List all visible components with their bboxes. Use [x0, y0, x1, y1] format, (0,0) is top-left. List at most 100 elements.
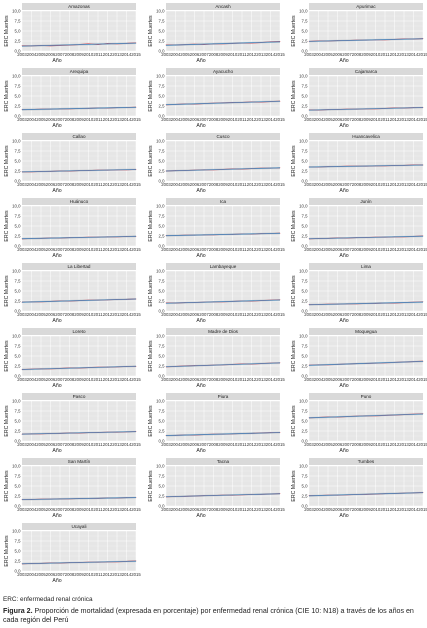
x-tick-label: 2012: [247, 247, 257, 252]
y-tick-label: 5,0: [302, 289, 309, 294]
x-tick-label: 2006: [333, 52, 343, 57]
x-tick-label: 2013: [112, 572, 122, 577]
y-tick-label: 5,0: [159, 419, 166, 424]
panel-strip: [166, 198, 280, 205]
x-tick-label: 2015: [131, 182, 141, 187]
x-tick-label: 2006: [46, 247, 56, 252]
x-tick-label: 2007: [55, 377, 65, 382]
x-tick-label: 2004: [27, 507, 37, 512]
x-tick-label: 2004: [314, 117, 324, 122]
x-tick-label: 2006: [190, 52, 200, 57]
x-tick-label: 2011: [237, 507, 247, 512]
x-tick-label: 2004: [27, 182, 37, 187]
y-tick-label: 5,0: [302, 354, 309, 359]
x-tick-label: 2005: [180, 117, 190, 122]
x-tick-label: 2009: [361, 182, 371, 187]
x-tick-label: 2015: [131, 572, 141, 577]
x-tick-label: 2008: [65, 117, 75, 122]
x-tick-label: 2012: [247, 52, 257, 57]
panel-strip: [166, 263, 280, 270]
x-tick-label: 2009: [74, 182, 84, 187]
x-tick-label: 2012: [390, 312, 400, 317]
y-tick-label: 2,5: [15, 169, 22, 174]
panel-svg: Huancavelica 0,0 2,5 5,0 7,5 10,0 2003 2004 2005…: [291, 133, 427, 194]
x-tick-label: 2009: [74, 117, 84, 122]
panel-title: Ica: [220, 199, 227, 204]
x-tick-label: 2008: [209, 182, 219, 187]
panel-title: Huancavelica: [352, 134, 380, 139]
panel-puno: Puno 0,0 2,5 5,0 7,5 10,0 2003 2004 2005 2006 2007…: [289, 392, 427, 464]
x-tick-label: 2013: [399, 182, 409, 187]
x-tick-label: 2011: [237, 377, 247, 382]
x-tick-label: 2014: [409, 117, 419, 122]
x-tick-label: 2008: [209, 507, 219, 512]
y-tick-label: 0,0: [15, 569, 22, 574]
x-tick-label: 2014: [266, 312, 276, 317]
x-tick-label: 2013: [256, 377, 266, 382]
x-tick-label: 2010: [84, 572, 94, 577]
x-tick-label: 2014: [409, 52, 419, 57]
x-axis-title: Año: [52, 253, 61, 259]
x-tick-label: 2004: [171, 182, 181, 187]
y-tick-label: 10,0: [299, 139, 308, 144]
x-tick-label: 2008: [352, 52, 362, 57]
x-tick-label: 2008: [209, 312, 219, 317]
x-tick-label: 2006: [190, 442, 200, 447]
x-tick-label: 2004: [314, 507, 324, 512]
x-tick-label: 2011: [93, 442, 103, 447]
panel-lima: Lima 0,0 2,5 5,0 7,5 10,0 2003 2004 2005 2006 2007…: [289, 262, 427, 334]
x-tick-label: 2015: [275, 52, 285, 57]
y-tick-label: 5,0: [15, 224, 22, 229]
y-tick-label: 2,5: [15, 299, 22, 304]
x-tick-label: 2005: [180, 377, 190, 382]
x-tick-label: 2010: [228, 442, 238, 447]
x-tick-label: 2007: [55, 117, 65, 122]
x-tick-label: 2013: [256, 52, 266, 57]
y-tick-label: 10,0: [12, 139, 21, 144]
x-tick-label: 2004: [27, 312, 37, 317]
caption-text: Proporción de mortalidad (expresada en p…: [3, 607, 414, 624]
trend-line: [21, 560, 137, 565]
x-tick-label: 2012: [390, 117, 400, 122]
x-tick-label: 2005: [323, 182, 333, 187]
x-tick-label: 2006: [46, 572, 56, 577]
x-tick-label: 2003: [161, 117, 171, 122]
y-axis-title: ERC Muertes: [291, 340, 297, 372]
panel-title: Ayacucho: [213, 69, 234, 74]
x-tick-label: 2008: [65, 182, 75, 187]
x-tick-label: 2007: [342, 507, 352, 512]
x-tick-label: 2014: [266, 182, 276, 187]
panel-strip: [22, 263, 136, 270]
panel-svg: Moquegua 0,0 2,5 5,0 7,5 10,0 2003 2004 2005 2006…: [291, 328, 427, 389]
y-tick-label: 10,0: [156, 269, 165, 274]
y-tick-label: 2,5: [159, 494, 166, 499]
x-tick-label: 2005: [180, 312, 190, 317]
y-axis-title: ERC Muertes: [291, 80, 297, 112]
x-tick-label: 2014: [122, 507, 132, 512]
panel-tumbes: Tumbes 0,0 2,5 5,0 7,5 10,0 2003 2004 2005 2006 20…: [289, 457, 427, 529]
x-tick-label: 2005: [180, 182, 190, 187]
x-axis-title: Año: [196, 513, 205, 519]
x-tick-label: 2006: [333, 442, 343, 447]
y-tick-label: 7,5: [15, 19, 22, 24]
y-tick-label: 5,0: [15, 289, 22, 294]
x-tick-label: 2012: [247, 442, 257, 447]
x-tick-label: 2007: [342, 117, 352, 122]
x-tick-label: 2010: [228, 507, 238, 512]
panel-cajamarca: Cajamarca 0,0 2,5 5,0 7,5 10,0 2003 2004 2005 200…: [289, 67, 427, 139]
y-tick-label: 2,5: [302, 234, 309, 239]
x-tick-label: 2004: [171, 377, 181, 382]
x-tick-label: 2005: [180, 52, 190, 57]
x-tick-label: 2008: [65, 507, 75, 512]
x-tick-label: 2006: [190, 377, 200, 382]
y-tick-label: 0,0: [302, 374, 309, 379]
y-tick-label: 5,0: [15, 354, 22, 359]
y-tick-label: 5,0: [15, 419, 22, 424]
y-tick-label: 7,5: [159, 19, 166, 24]
x-tick-label: 2015: [418, 377, 427, 382]
y-tick-label: 5,0: [159, 94, 166, 99]
x-tick-label: 2011: [93, 52, 103, 57]
x-tick-label: 2011: [237, 247, 247, 252]
